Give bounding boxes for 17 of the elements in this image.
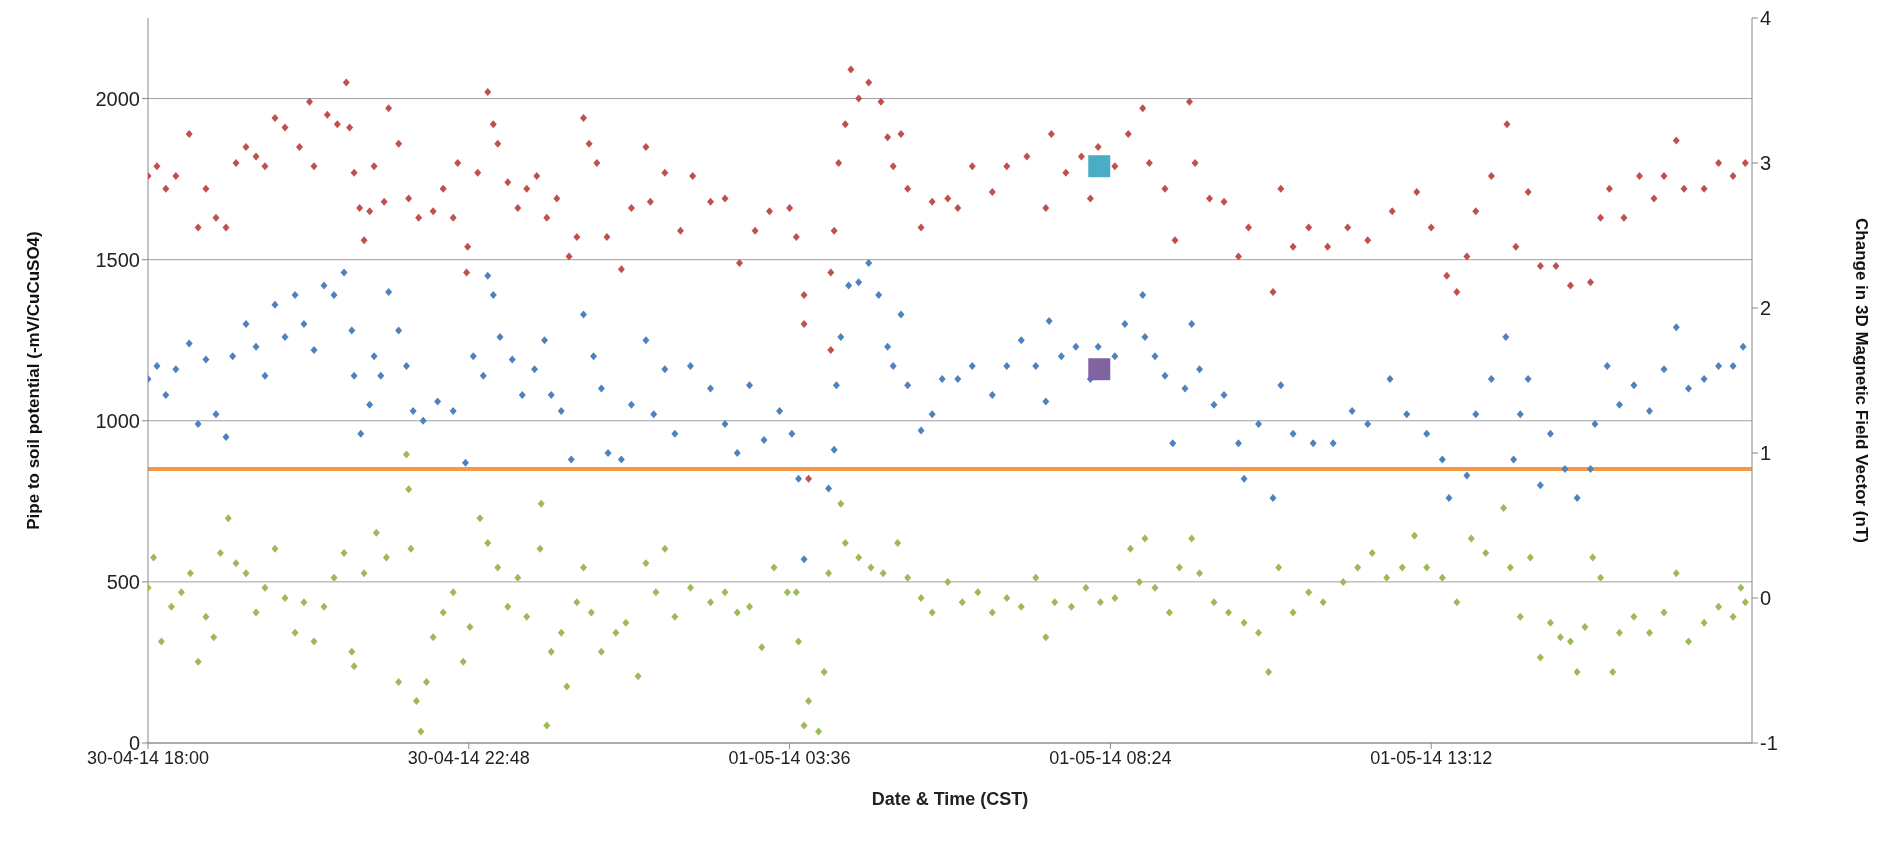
x-tick-label: 01-05-14 13:12	[1370, 747, 1493, 768]
y2-tick-label: 1	[1760, 442, 1772, 465]
x-tick-label: 01-05-14 03:36	[728, 747, 851, 768]
y2-tick-label: 4	[1760, 7, 1772, 30]
y2-axis-title: Change in 3D Magnetic Field Vector (nT)	[1851, 218, 1871, 543]
y2-tick-label: 0	[1760, 587, 1772, 610]
y2-tick-label: 3	[1760, 152, 1772, 175]
y-tick-label: 1000	[95, 409, 140, 432]
x-axis-title: Date & Time (CST)	[871, 789, 1029, 809]
y-tick-label: 500	[106, 570, 140, 593]
x-tick-label: 30-04-14 22:48	[407, 747, 530, 768]
y-tick-label: 1500	[95, 248, 140, 271]
y2-tick-label: -1	[1760, 732, 1778, 755]
y-tick-label: 2000	[95, 87, 140, 110]
y2-tick-label: 2	[1760, 297, 1772, 320]
y-axis-title: Pipe to soil potential (-mV/CuCuSO4)	[24, 231, 44, 530]
x-tick-label: 01-05-14 08:24	[1049, 747, 1172, 768]
